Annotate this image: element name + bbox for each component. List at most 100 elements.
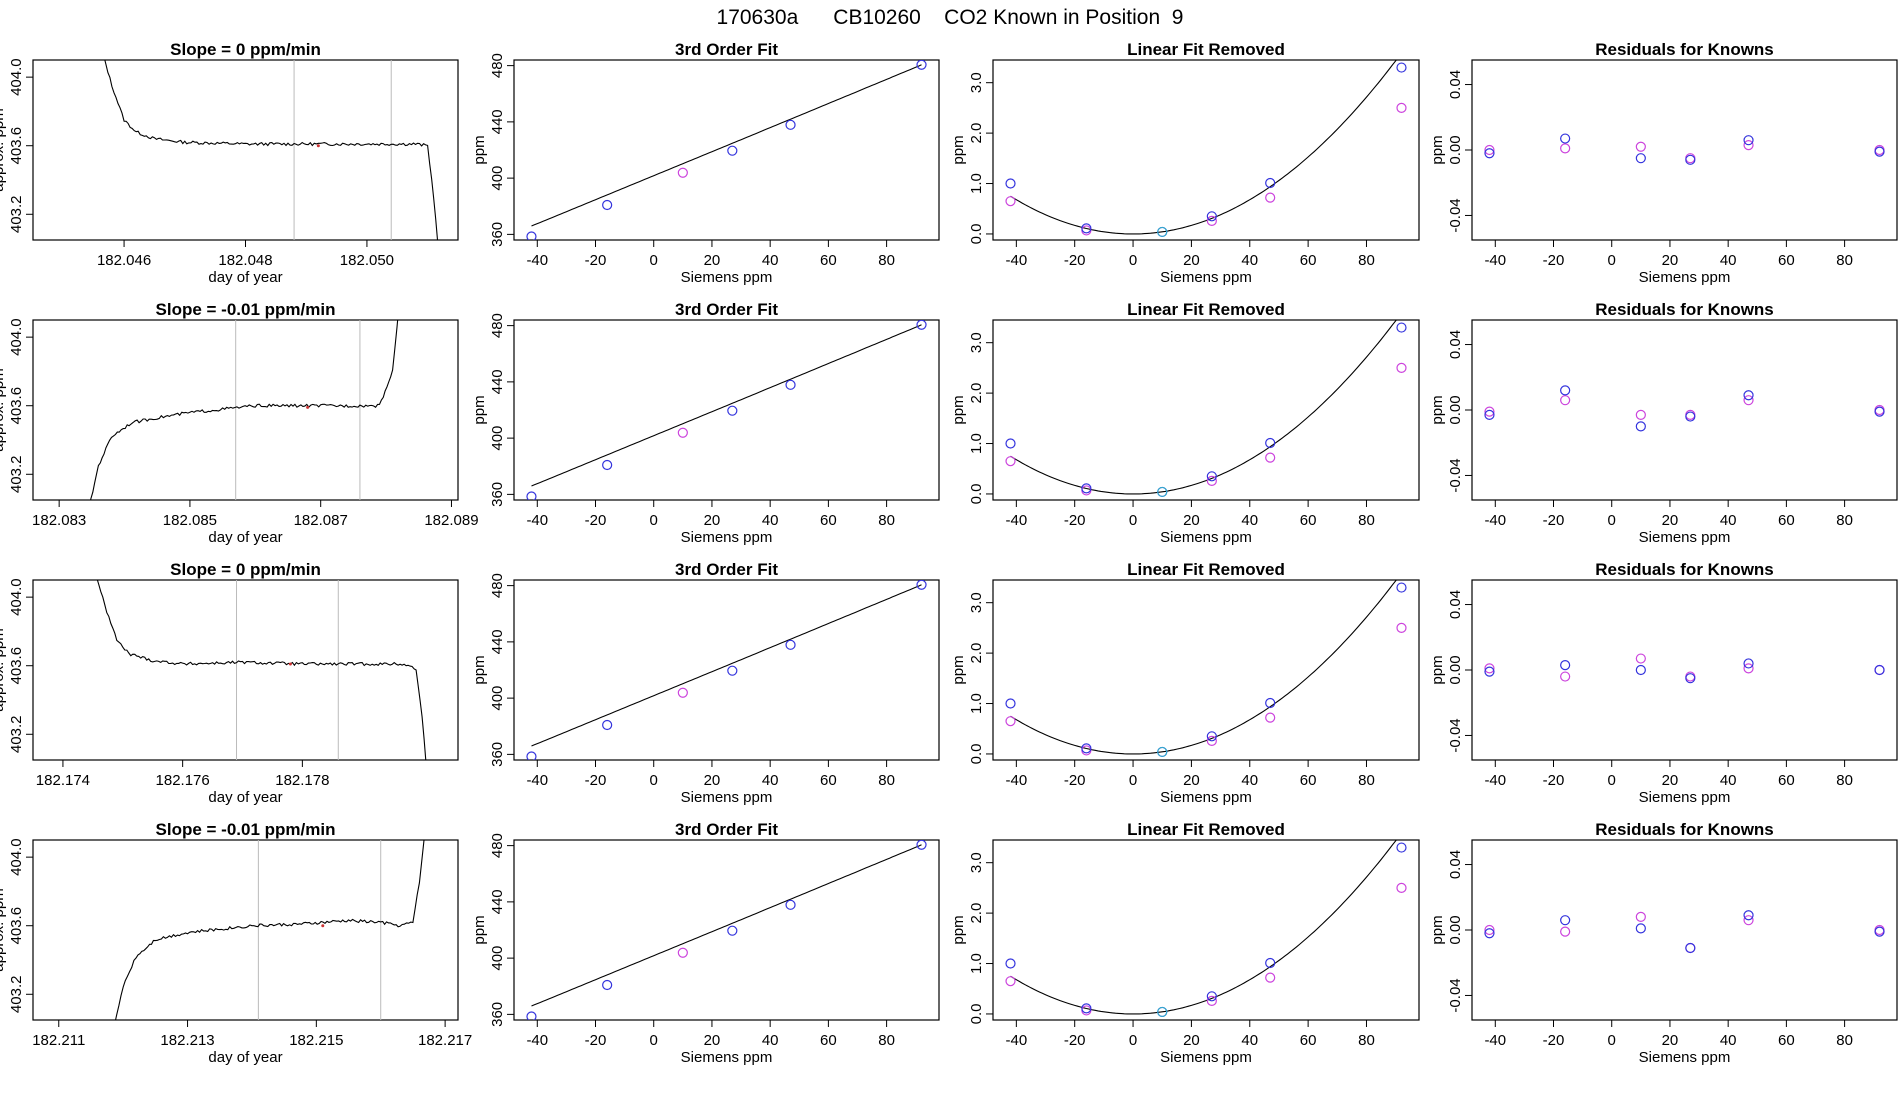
known-point-secondary: [1081, 485, 1092, 496]
y-tick-label: 3.0: [968, 852, 985, 873]
y-tick-label: 403.6: [8, 907, 25, 945]
y-axis-label: ppm: [950, 655, 967, 684]
known-point-primary: [1005, 438, 1016, 449]
plot-frame: [513, 59, 940, 241]
known-point-secondary: [1484, 144, 1495, 156]
y-tick-label: 404.0: [8, 318, 25, 356]
known-point-primary: [916, 580, 927, 590]
known-point-secondary: [1560, 143, 1571, 154]
known-point-secondary: [1081, 745, 1092, 756]
x-tick-label: 0: [1608, 772, 1616, 789]
known-point-primary: [1484, 928, 1495, 939]
x-tick-label: 40: [762, 1032, 779, 1049]
y-tick-label: 404.0: [8, 58, 25, 96]
known-point-secondary: [1743, 663, 1754, 674]
y-tick-label: 440: [489, 629, 506, 654]
x-tick-label: 40: [1241, 512, 1258, 529]
panel-title: Residuals for Knowns: [1595, 560, 1774, 579]
x-tick-label: 182.089: [424, 512, 478, 529]
y-tick-label: 0.00: [1447, 915, 1464, 944]
x-tick-label: 60: [820, 252, 837, 269]
plot-frame: [32, 579, 459, 761]
x-tick-label: 80: [1836, 512, 1853, 529]
known-point-secondary: [1635, 409, 1646, 421]
x-axis-label: Siemens ppm: [1160, 529, 1252, 546]
y-tick-label: 360: [489, 742, 506, 767]
mean-marker: [321, 924, 325, 928]
x-tick-label: 60: [1300, 512, 1317, 529]
y-tick-label: -0.04: [1447, 198, 1464, 232]
y-tick-label: 400: [489, 686, 506, 711]
panel-grid: Slope = 0 ppm/min 182.046 182.048 182.050 40…: [0, 40, 1898, 1066]
known-point-primary: [1743, 658, 1754, 669]
plot-area: [90, 320, 399, 500]
known-point-primary: [785, 379, 796, 390]
known-point-primary: [602, 459, 613, 471]
x-tick-label: 182.215: [289, 1032, 343, 1049]
mean-marker: [316, 144, 320, 148]
known-point-secondary: [1005, 196, 1016, 207]
x-axis-label: Siemens ppm: [1639, 789, 1731, 806]
known-point-secondary: [1743, 395, 1754, 406]
plot-area: [104, 60, 439, 240]
known-point-primary: [526, 751, 537, 760]
plot-frame: [32, 59, 459, 241]
x-axis-label: Siemens ppm: [681, 529, 773, 546]
x-tick-label: -20: [1064, 1032, 1086, 1049]
known-point-secondary: [1396, 362, 1407, 373]
known-point-primary: [1560, 385, 1571, 396]
x-tick-label: -20: [1543, 252, 1565, 269]
known-point-primary: [602, 719, 613, 731]
concentration-trace: [90, 320, 399, 500]
y-tick-label: 1.0: [968, 433, 985, 454]
y-tick-label: 3.0: [968, 592, 985, 613]
mean-marker: [306, 405, 310, 409]
concentration-trace: [96, 580, 427, 760]
x-tick-label: -40: [526, 1032, 548, 1049]
panel-title: Linear Fit Removed: [1127, 40, 1285, 59]
x-tick-label: 40: [1720, 1032, 1737, 1049]
x-tick-label: 60: [820, 772, 837, 789]
y-axis-label: approx. ppm: [0, 628, 7, 711]
fit-curve: [531, 584, 922, 747]
known-point-secondary: [1484, 406, 1495, 417]
y-axis-label: ppm: [950, 135, 967, 164]
y-tick-label: 404.0: [8, 838, 25, 876]
known-point-primary: [1206, 731, 1217, 742]
y-tick-label: 360: [489, 222, 506, 247]
y-tick-label: 404.0: [8, 578, 25, 616]
x-tick-label: 60: [1778, 1032, 1795, 1049]
known-point-secondary: [1396, 882, 1407, 893]
y-tick-label: 0.0: [968, 224, 985, 245]
plot-area: [1484, 385, 1885, 432]
y-tick-label: 440: [489, 889, 506, 914]
x-tick-label: 0: [1608, 1032, 1616, 1049]
known-point-secondary: [1206, 735, 1217, 746]
plot-frame: [1471, 579, 1898, 761]
y-axis-label: ppm: [471, 135, 488, 164]
known-point-secondary: [1206, 475, 1217, 486]
x-tick-label: 20: [1183, 772, 1200, 789]
y-tick-label: 0.0: [968, 744, 985, 765]
x-tick-label: 0: [1129, 252, 1137, 269]
x-tick-label: 20: [1662, 1032, 1679, 1049]
y-axis-label: ppm: [1429, 655, 1446, 684]
known-point-secondary: [1396, 622, 1407, 633]
known-point-primary: [1396, 62, 1407, 73]
known-point-primary: [1743, 135, 1754, 146]
known-point-secondary: [1265, 192, 1276, 203]
known-point-primary: [1635, 153, 1646, 164]
known-point-secondary: [1005, 976, 1016, 987]
known-point-primary: [1560, 915, 1571, 926]
known-point-primary: [526, 231, 537, 240]
x-tick-label: 20: [1183, 252, 1200, 269]
y-tick-label: -0.04: [1447, 718, 1464, 752]
x-tick-label: 0: [650, 512, 658, 529]
x-tick-label: 80: [1358, 772, 1375, 789]
known-point-secondary: [1005, 456, 1016, 467]
x-tick-label: 80: [1358, 1032, 1375, 1049]
x-tick-label: 20: [704, 772, 721, 789]
x-tick-label: -40: [1484, 512, 1506, 529]
x-tick-label: 40: [762, 772, 779, 789]
x-tick-label: -40: [1484, 252, 1506, 269]
